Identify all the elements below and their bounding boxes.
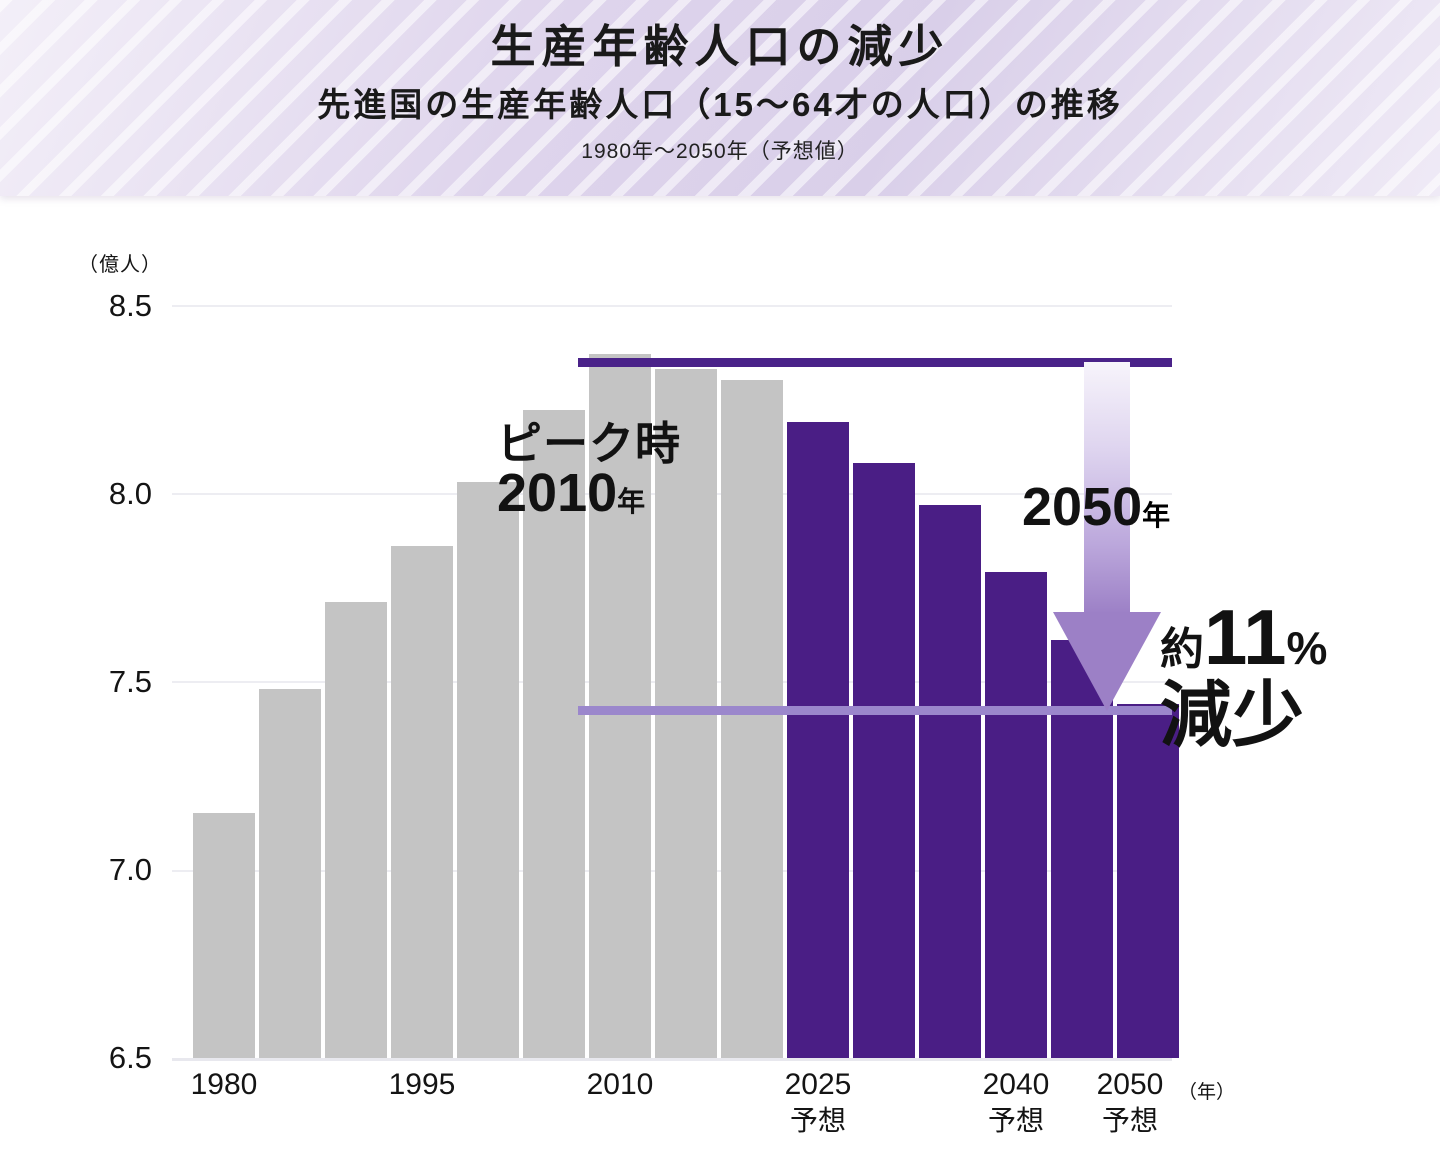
bar-2040[interactable] bbox=[985, 572, 1047, 1058]
x-label-1980: 1980 bbox=[164, 1067, 284, 1104]
peak-label: ピーク時 bbox=[497, 418, 682, 469]
page-title: 生産年齢人口の減少 bbox=[490, 21, 950, 72]
peak-year-line: 2010年 bbox=[497, 466, 681, 520]
bar-2020[interactable] bbox=[721, 380, 783, 1058]
end-year: 2050 bbox=[1022, 477, 1143, 537]
peak-year: 2010 bbox=[497, 463, 618, 523]
x-label-2010: 2010 bbox=[560, 1067, 680, 1104]
bar-2035[interactable] bbox=[919, 505, 981, 1058]
x-label-year: 2010 bbox=[586, 1068, 654, 1101]
y-tick-label: 6.5 bbox=[108, 1040, 152, 1075]
arrow-head-icon bbox=[1053, 612, 1161, 711]
x-label-2050: 2050 予想 bbox=[1070, 1067, 1190, 1138]
decrease-word: 減少 bbox=[1160, 675, 1305, 756]
decrease-value: 11 bbox=[1204, 593, 1287, 681]
x-label-2040: 2040 予想 bbox=[956, 1067, 1076, 1138]
bar-2050[interactable] bbox=[1117, 704, 1179, 1058]
decrease-percent-line: 約11% bbox=[1160, 597, 1328, 678]
x-label-year: 1980 bbox=[190, 1068, 258, 1101]
x-axis-baseline bbox=[172, 1058, 1172, 1061]
x-axis-unit-label: （年） bbox=[1178, 1082, 1236, 1103]
end-reference-line bbox=[578, 706, 1172, 715]
bar-1990[interactable] bbox=[325, 602, 387, 1058]
x-label-2025: 2025 予想 bbox=[758, 1067, 878, 1138]
decrease-arrow bbox=[1053, 362, 1161, 711]
y-tick-label: 7.5 bbox=[108, 664, 152, 699]
end-year-suffix: 年 bbox=[1142, 500, 1171, 531]
bar-2005[interactable] bbox=[523, 410, 585, 1058]
decrease-percent-symbol: % bbox=[1286, 622, 1328, 674]
peak-annotation: ピーク時 2010年 bbox=[497, 421, 681, 520]
bar-2030[interactable] bbox=[853, 463, 915, 1058]
x-label-year: 2025 bbox=[784, 1068, 852, 1101]
x-label-note: 予想 bbox=[789, 1104, 846, 1136]
end-year-annotation: 2050年 bbox=[1022, 480, 1170, 534]
x-label-note: 予想 bbox=[1101, 1104, 1158, 1136]
arrow-shaft bbox=[1084, 362, 1130, 614]
decrease-approx: 約 bbox=[1160, 625, 1204, 674]
page-date-range: 1980年〜2050年（予想値） bbox=[581, 139, 859, 163]
bar-1995[interactable] bbox=[391, 546, 453, 1058]
plot-area bbox=[172, 305, 1179, 1061]
bar-1980[interactable] bbox=[193, 813, 255, 1058]
y-tick-label: 8.5 bbox=[108, 288, 152, 323]
bar-2000[interactable] bbox=[457, 482, 519, 1058]
decrease-annotation: 約11% 減少 bbox=[1160, 597, 1328, 756]
gridline-8-5 bbox=[172, 305, 1172, 307]
header-banner: 生産年齢人口の減少 先進国の生産年齢人口（15〜64才の人口）の推移 1980年… bbox=[0, 0, 1440, 196]
peak-year-suffix: 年 bbox=[617, 486, 646, 517]
x-label-year: 1995 bbox=[388, 1068, 456, 1101]
bar-1985[interactable] bbox=[259, 689, 321, 1058]
x-label-1995: 1995 bbox=[362, 1067, 482, 1104]
y-tick-label: 8.0 bbox=[108, 476, 152, 511]
bar-2025[interactable] bbox=[787, 422, 849, 1058]
y-axis-unit-label: （億人） bbox=[78, 254, 162, 276]
peak-reference-line bbox=[578, 358, 1172, 367]
chart-container: （億人） 8.5 8.0 7.5 7.0 6.5 bbox=[0, 196, 1440, 1160]
x-label-year: 2050 bbox=[1096, 1068, 1164, 1101]
x-label-note: 予想 bbox=[987, 1104, 1044, 1136]
page-subtitle: 先進国の生産年齢人口（15〜64才の人口）の推移 bbox=[317, 86, 1123, 124]
x-label-year: 2040 bbox=[982, 1068, 1050, 1101]
y-tick-label: 7.0 bbox=[108, 852, 152, 887]
